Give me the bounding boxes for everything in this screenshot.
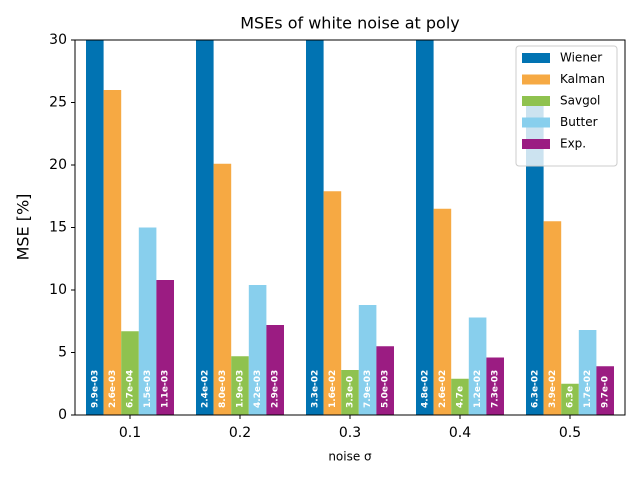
legend-swatch [522, 96, 550, 106]
bar-label: 4.8e-02 [420, 370, 430, 408]
legend-swatch [522, 117, 550, 128]
chart-title: MSEs of white noise at poly [240, 14, 460, 33]
bar-label: 3.3e-0 [346, 376, 356, 408]
bar-label: 2.4e-02 [200, 370, 210, 408]
bar [213, 163, 232, 415]
bar-label: 7.3e-03 [491, 370, 501, 408]
bar-label: 1.9e-03 [236, 370, 246, 408]
bars [86, 40, 614, 415]
x-tick-label: 0.4 [449, 425, 471, 441]
bar-label: 8.0e-03 [218, 370, 228, 408]
x-tick-label: 0.1 [119, 425, 141, 441]
bar [468, 317, 487, 415]
bar [248, 285, 267, 415]
bar-label: 4.2e-03 [253, 370, 263, 408]
bar-label: 4.7e [456, 386, 466, 408]
bar-label: 1.2e-02 [473, 370, 483, 408]
bar [306, 40, 324, 415]
bar-label: 9.7e-0 [601, 376, 611, 408]
y-tick-label: 5 [58, 345, 67, 361]
bar [86, 40, 104, 415]
bar-label: 3.3e-02 [310, 370, 320, 408]
bar [526, 98, 544, 415]
bar-label: 1.6e-02 [328, 370, 338, 408]
bar-label: 6.3e-02 [530, 370, 540, 408]
bar [121, 331, 139, 415]
legend-label: Savgol [560, 94, 600, 108]
y-tick-label: 20 [49, 157, 67, 173]
bar [416, 40, 434, 415]
legend-swatch [522, 53, 550, 63]
bar [596, 366, 614, 415]
bar-label: 7.9e-03 [363, 370, 373, 408]
bar-label: 6.7e-04 [126, 370, 136, 408]
bar [231, 356, 249, 415]
bar-label: 6.3e [566, 386, 576, 408]
bar-label: 1.1e-03 [161, 370, 171, 408]
legend-swatch [522, 139, 550, 149]
bar [578, 330, 597, 415]
bar [543, 221, 562, 415]
bar-label: 2.6e-03 [108, 370, 118, 408]
bar [451, 378, 469, 415]
y-axis-label: MSE [%] [14, 194, 33, 261]
bar-label: 9.9e-03 [90, 370, 100, 408]
legend-label: Wiener [560, 51, 602, 65]
x-tick-label: 0.3 [339, 425, 361, 441]
bar-label: 5.0e-03 [381, 370, 391, 408]
bar-label: 3.9e-02 [548, 370, 558, 408]
y-tick-label: 10 [49, 282, 67, 298]
legend: Wiener Kalman Savgol Butter Exp. [515, 45, 618, 167]
y-tick-label: 30 [49, 32, 67, 48]
bar [486, 357, 504, 415]
bar [376, 346, 394, 415]
bar-label: 2.6e-02 [438, 370, 448, 408]
legend-label: Kalman [560, 72, 605, 86]
bar [266, 325, 284, 415]
y-tick-label: 0 [58, 407, 67, 423]
bar [156, 280, 174, 415]
y-tick-label: 25 [49, 95, 67, 111]
legend-label: Butter [560, 115, 598, 129]
bar [196, 40, 214, 415]
bar [358, 305, 377, 415]
bar [341, 370, 359, 415]
bar [323, 191, 342, 415]
bar-label: 1.5e-03 [143, 370, 153, 408]
bar [561, 383, 579, 415]
bar [433, 208, 452, 415]
x-tick-label: 0.5 [559, 425, 581, 441]
bar [103, 90, 122, 415]
bar-label: 2.9e-03 [271, 370, 281, 408]
x-tick-label: 0.2 [229, 425, 251, 441]
y-tick-label: 15 [49, 220, 67, 236]
bar-labels: 9.9e-03 2.4e-02 3.3e-02 4.8e-02 6.3e-02 2.6e-… [90, 370, 610, 408]
bar-label: 1.7e-02 [583, 370, 593, 408]
legend-swatch [522, 74, 550, 85]
legend-label: Exp. [560, 137, 586, 151]
bar [138, 227, 157, 415]
x-axis-label: noise σ [328, 450, 372, 464]
